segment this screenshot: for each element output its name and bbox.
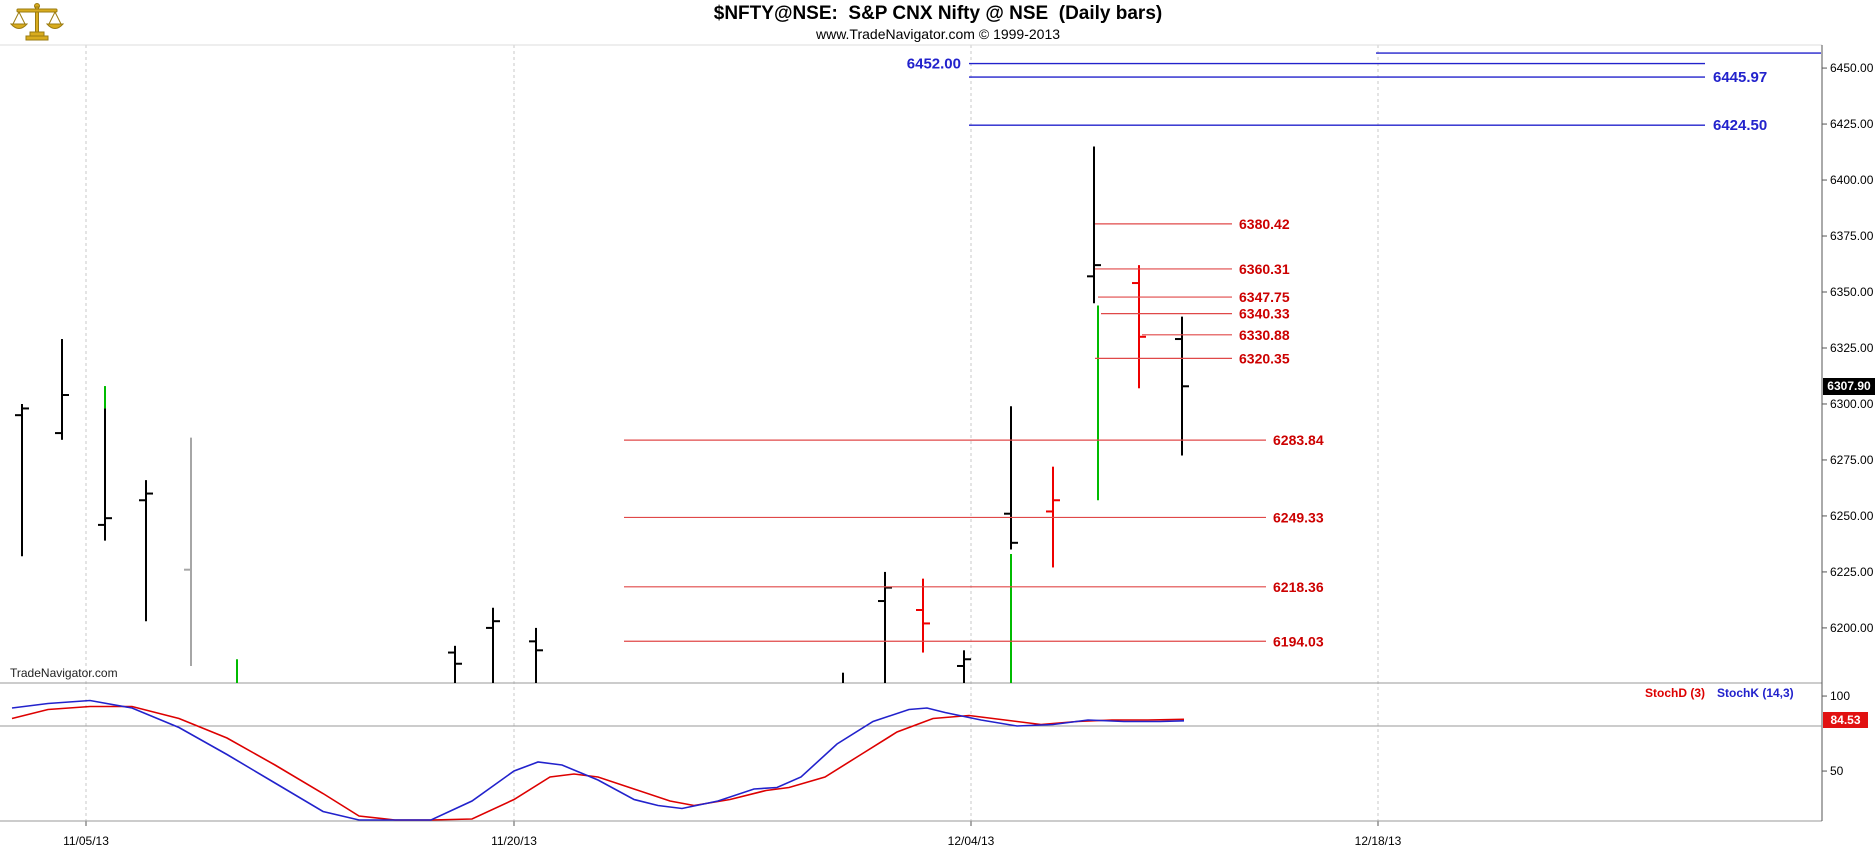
stoch-legend: StochD (3) StochK (14,3): [1645, 686, 1794, 700]
price-axis-label: 6425.00: [1830, 117, 1874, 131]
last-price-tag: 6307.90: [1823, 378, 1875, 395]
stoch-k-line[interactable]: [11, 699, 1185, 821]
stoch-axis-label: 100: [1830, 689, 1850, 703]
price-axis-label: 6250.00: [1830, 509, 1874, 523]
level-label-blue: 6452.00: [907, 56, 961, 73]
date-label: 11/20/13: [491, 834, 537, 848]
level-label-red: 6330.88: [1239, 327, 1290, 343]
price-axis-label: 6275.00: [1830, 453, 1874, 467]
stoch-d-line[interactable]: [11, 705, 1185, 821]
price-axis-label: 6375.00: [1830, 229, 1874, 243]
price-axis-label: 6450.00: [1830, 61, 1874, 75]
stoch-value-tag: 84.53: [1823, 712, 1868, 728]
stoch-axis-label: 50: [1830, 764, 1844, 778]
date-label: 12/04/13: [948, 834, 995, 848]
level-label-red: 6380.42: [1239, 216, 1290, 232]
tradenavigator-logo: [9, 2, 65, 46]
price-axis-label: 6300.00: [1830, 397, 1874, 411]
date-label: 11/05/13: [63, 834, 109, 848]
level-label-red: 6194.03: [1273, 633, 1324, 649]
price-axis-label: 6400.00: [1830, 173, 1874, 187]
level-label-red: 6283.84: [1273, 432, 1324, 448]
price-axis-label: 6200.00: [1830, 621, 1874, 635]
level-label-red: 6218.36: [1273, 579, 1324, 595]
level-label-red: 6320.35: [1239, 350, 1290, 366]
legend-stochk[interactable]: StochK (14,3): [1717, 686, 1794, 700]
level-label-red: 6347.75: [1239, 289, 1290, 305]
chart-copyright: www.TradeNavigator.com © 1999-2013: [815, 26, 1061, 42]
chart-title: $NFTY@NSE: S&P CNX Nifty @ NSE (Daily ba…: [713, 3, 1163, 24]
level-label-red: 6360.31: [1239, 261, 1290, 277]
watermark: TradeNavigator.com: [10, 666, 118, 680]
legend-stochd[interactable]: StochD (3): [1645, 686, 1705, 700]
price-axis-label: 6225.00: [1830, 565, 1874, 579]
price-axis-label: 6350.00: [1830, 285, 1874, 299]
level-label-blue: 6424.50: [1713, 117, 1767, 134]
scales-icon: [9, 3, 65, 41]
price-axis-label: 6325.00: [1830, 341, 1874, 355]
level-label-red: 6249.33: [1273, 509, 1324, 525]
date-label: 12/18/13: [1355, 834, 1402, 848]
level-label-blue: 6445.97: [1713, 69, 1767, 86]
level-label-red: 6340.33: [1239, 306, 1290, 322]
